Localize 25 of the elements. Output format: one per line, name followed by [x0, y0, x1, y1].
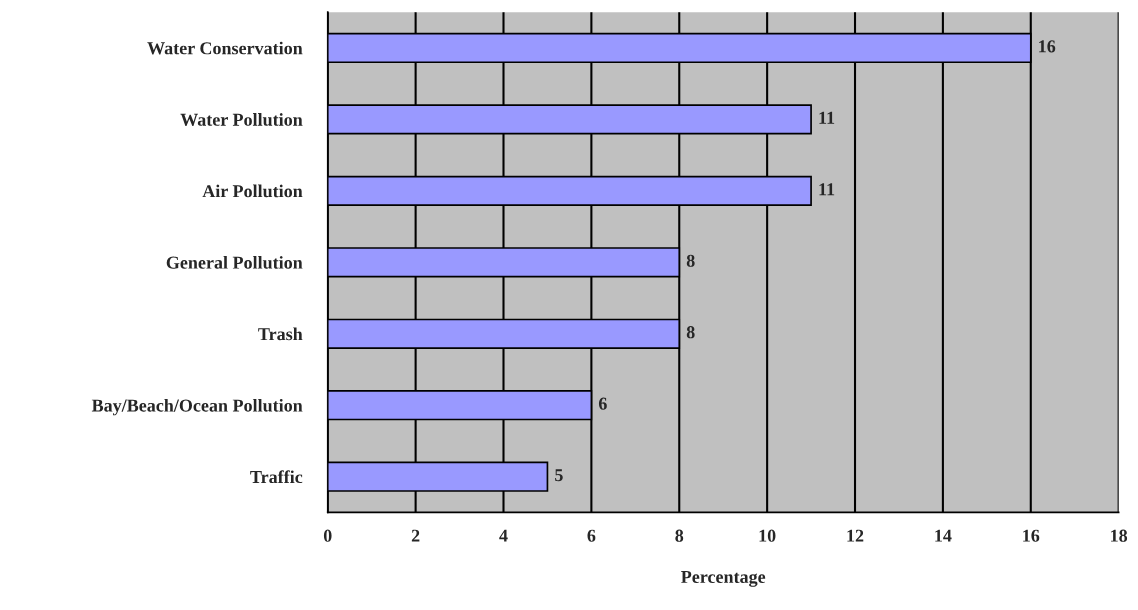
- x-tick-label: 12: [847, 529, 864, 542]
- y-tick-label: Air Pollution: [202, 184, 303, 198]
- x-tick-label: 18: [1111, 529, 1128, 542]
- data-label: 5: [555, 469, 563, 482]
- x-tick-label: 4: [499, 529, 508, 542]
- x-tick-label: 16: [1023, 529, 1040, 542]
- x-tick-label: 8: [675, 529, 684, 542]
- x-tick-label: 0: [323, 529, 332, 542]
- x-axis-title: Percentage: [681, 571, 766, 587]
- data-label: 16: [1039, 40, 1056, 53]
- data-label: 6: [598, 397, 607, 410]
- x-tick-label: 14: [935, 529, 952, 542]
- data-label: 11: [819, 183, 835, 196]
- x-tick-label: 2: [411, 529, 420, 542]
- y-tick-label: Trash: [258, 327, 303, 341]
- y-tick-label: General Pollution: [166, 256, 303, 269]
- x-tick-label: 10: [759, 529, 776, 542]
- data-label: 11: [819, 111, 835, 124]
- x-tick-label: 6: [587, 529, 596, 542]
- y-tick-label: Water Pollution: [180, 113, 303, 126]
- data-label: 8: [686, 254, 695, 267]
- data-label: 8: [686, 326, 695, 339]
- y-tick-label: Bay/Beach/Ocean Pollution: [91, 398, 303, 416]
- y-tick-label: Traffic: [250, 470, 303, 484]
- y-tick-label: Water Conservation: [147, 41, 303, 55]
